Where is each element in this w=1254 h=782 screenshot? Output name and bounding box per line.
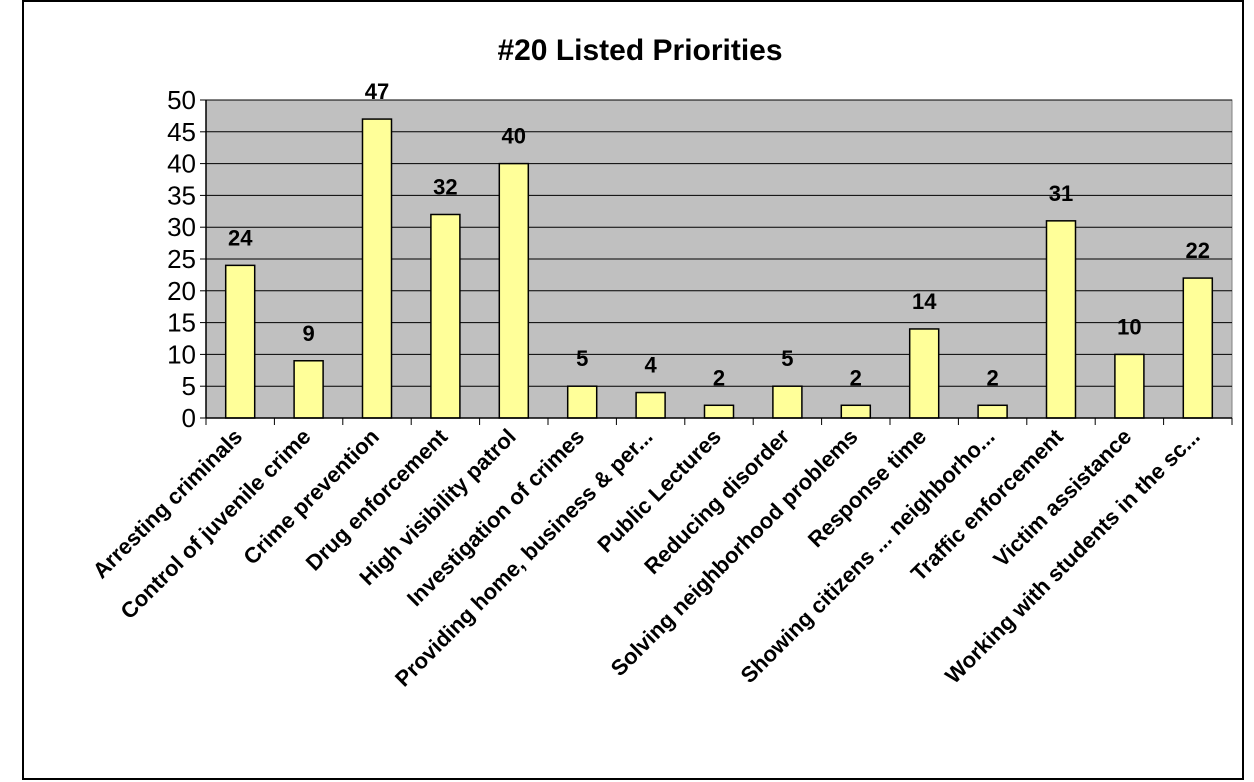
data-label: 10: [1117, 314, 1141, 339]
y-tick-label: 10: [167, 339, 196, 369]
y-tick-label: 35: [167, 180, 196, 210]
data-label: 2: [713, 365, 725, 390]
bar: [977, 404, 1008, 419]
data-label: 24: [228, 225, 253, 250]
y-tick-label: 50: [167, 85, 196, 115]
bar: [224, 264, 256, 419]
data-label: 4: [644, 353, 657, 378]
bar: [772, 385, 803, 419]
y-tick-label: 0: [182, 403, 196, 433]
y-tick-label: 30: [167, 212, 196, 242]
bar: [1182, 277, 1214, 419]
data-label: 2: [850, 365, 862, 390]
y-tick-label: 40: [167, 149, 196, 179]
y-tick-label: 15: [167, 308, 196, 338]
chart-title: #20 Listed Priorities: [497, 34, 782, 67]
y-tick-label: 25: [167, 244, 196, 274]
bar: [566, 385, 598, 419]
bar: [293, 360, 324, 419]
x-tick-label: Response time: [803, 424, 931, 552]
bar: [430, 213, 461, 419]
data-label: 5: [576, 346, 588, 371]
data-label: 2: [986, 365, 998, 390]
bar: [635, 391, 666, 419]
x-tick-label: Solving neighborhood problems: [606, 424, 863, 681]
x-tick-label: Showing citizens ... neighborho...: [736, 424, 1000, 688]
bar: [1114, 353, 1145, 419]
x-tick-label: Working with students in the sc...: [940, 424, 1205, 689]
data-label: 32: [433, 174, 457, 199]
bar: [361, 118, 393, 419]
y-tick-label: 45: [167, 117, 196, 147]
data-label: 31: [1049, 181, 1073, 206]
y-tick-label: 20: [167, 276, 196, 306]
x-tick-label: Public Lectures: [592, 424, 726, 558]
bar: [840, 404, 872, 419]
data-label: 5: [781, 346, 793, 371]
bar: [498, 162, 530, 419]
data-label: 22: [1186, 238, 1210, 263]
bar: [1045, 220, 1077, 419]
data-label: 9: [302, 321, 314, 346]
bar: [908, 328, 940, 419]
y-tick-label: 5: [182, 371, 196, 401]
data-label: 47: [365, 79, 389, 104]
data-label: 40: [502, 124, 526, 149]
bar: [703, 404, 735, 419]
data-label: 14: [912, 289, 937, 314]
